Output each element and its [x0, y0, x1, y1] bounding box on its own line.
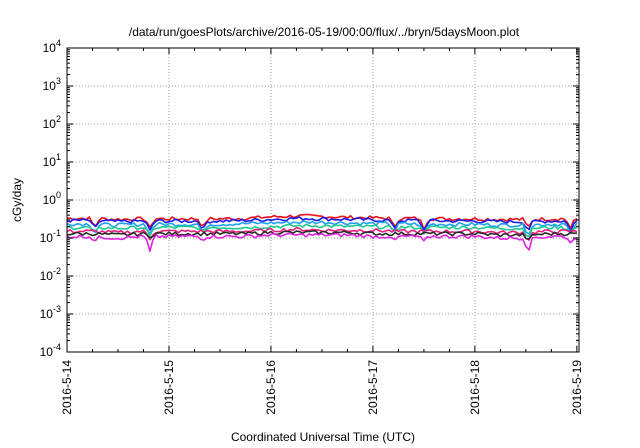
x-tick-label: 2016-5-17: [366, 360, 380, 415]
y-tick-label: 10-2: [40, 266, 61, 283]
x-axis-label: Coordinated Universal Time (UTC): [231, 430, 415, 444]
y-tick-label: 102: [43, 114, 61, 131]
y-axis-label: cGy/day: [10, 178, 24, 222]
y-tick-label: 103: [43, 76, 61, 93]
y-tick-label: 101: [43, 152, 61, 169]
series-line: [66, 223, 578, 238]
y-tick-label: 100: [43, 190, 61, 207]
y-tick-label: 10-3: [40, 304, 61, 321]
x-tick-label: 2016-5-14: [60, 360, 74, 415]
chart-title: /data/run/goesPlots/archive/2016-05-19/0…: [129, 25, 520, 39]
series-line: [66, 216, 578, 233]
y-tick-label: 10-4: [40, 342, 61, 359]
series-line: [67, 230, 577, 240]
x-tick-label: 2016-5-19: [570, 360, 584, 415]
x-tick-label: 2016-5-18: [468, 360, 482, 415]
y-tick-label: 10-1: [40, 228, 61, 245]
y-tick-label: 104: [43, 38, 61, 55]
ticks: [66, 47, 579, 353]
y-tick-labels: 10-4 10-3 10-2 10-1 100 101 102 103 104: [40, 38, 61, 359]
x-tick-label: 2016-5-16: [264, 360, 278, 415]
x-tick-label: 2016-5-15: [162, 360, 176, 415]
grid: [67, 48, 579, 352]
series-line: [66, 232, 578, 252]
series-layer: [66, 213, 578, 252]
x-tick-labels: 2016-5-14 2016-5-15 2016-5-16 2016-5-17 2016…: [60, 360, 584, 415]
series-line: [66, 220, 578, 235]
